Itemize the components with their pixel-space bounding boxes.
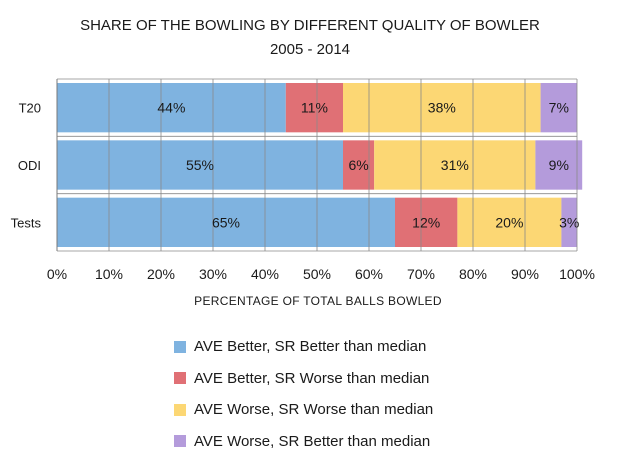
- legend: AVE Better, SR Better than median AVE Bet…: [174, 331, 594, 457]
- data-label-tests-series-3: 20%: [495, 214, 523, 230]
- bar-tests-series-1: [57, 197, 395, 247]
- legend-item: AVE Better, SR Better than median: [174, 331, 594, 363]
- legend-label: AVE Better, SR Worse than median: [194, 369, 430, 387]
- x-tick-label: 20%: [147, 266, 175, 282]
- category-label-t20: T20: [19, 101, 41, 116]
- data-label-t20-series-3: 38%: [428, 100, 456, 116]
- chart-title: SHARE OF THE BOWLING BY DIFFERENT QUALIT…: [80, 17, 540, 34]
- x-tick-label: 10%: [95, 266, 123, 282]
- bar-tests-series-2: [395, 197, 458, 247]
- legend-label: AVE Better, SR Better than median: [194, 338, 427, 356]
- bar-tests-series-3: [457, 197, 562, 247]
- bar-tests-series-4: [561, 197, 577, 247]
- x-tick-label: 40%: [251, 266, 279, 282]
- legend-swatch: [174, 340, 186, 353]
- bar-t20-series-2: [285, 83, 343, 133]
- chart-subtitle: 2005 - 2014: [270, 41, 350, 58]
- x-tick-label: 30%: [199, 266, 227, 282]
- data-label-tests-series-2: 12%: [412, 214, 440, 230]
- bar-t20-series-4: [540, 83, 577, 133]
- x-tick-label: 100%: [559, 266, 595, 282]
- bar-odi-series-4: [535, 140, 583, 190]
- plot-area: T20 ODI Tests 0% 10% 20% 30% 40% 50% 60% 70% 80% 90%…: [11, 78, 595, 282]
- data-label-odi-series-1: 55%: [186, 157, 214, 173]
- bar-t20-series-1: [57, 83, 286, 133]
- data-label-odi-series-3: 31%: [441, 157, 469, 173]
- data-label-odi-series-2: 6%: [348, 157, 368, 173]
- x-tick-label: 80%: [459, 266, 487, 282]
- x-axis-title: PERCENTAGE OF TOTAL BALLS BOWLED: [194, 294, 442, 308]
- legend-item: AVE Worse, SR Worse than median: [174, 394, 594, 426]
- data-label-t20-series-4: 7%: [549, 100, 569, 116]
- legend-swatch: [174, 435, 186, 448]
- x-tick-label: 60%: [355, 266, 383, 282]
- bar-odi-series-1: [57, 140, 343, 190]
- legend-item: AVE Worse, SR Better than median: [174, 426, 594, 458]
- x-tick-label: 50%: [303, 266, 331, 282]
- category-label-odi: ODI: [18, 158, 41, 173]
- x-tick-label: 0%: [47, 266, 67, 282]
- bar-t20-series-3: [343, 83, 541, 133]
- legend-label: AVE Worse, SR Better than median: [194, 432, 431, 450]
- data-label-t20-series-2: 11%: [301, 100, 328, 116]
- x-tick-label: 70%: [407, 266, 435, 282]
- x-tick-label: 90%: [511, 266, 539, 282]
- legend-swatch: [174, 372, 186, 385]
- data-label-odi-series-4: 9%: [549, 157, 569, 173]
- data-label-tests-series-4: 3%: [559, 214, 579, 230]
- legend-item: AVE Better, SR Worse than median: [174, 363, 594, 395]
- bar-odi-series-3: [374, 140, 536, 190]
- category-label-tests: Tests: [11, 215, 42, 230]
- data-label-tests-series-1: 65%: [212, 214, 240, 230]
- data-label-t20-series-1: 44%: [157, 100, 185, 116]
- legend-swatch: [174, 403, 186, 416]
- legend-label: AVE Worse, SR Worse than median: [194, 401, 434, 419]
